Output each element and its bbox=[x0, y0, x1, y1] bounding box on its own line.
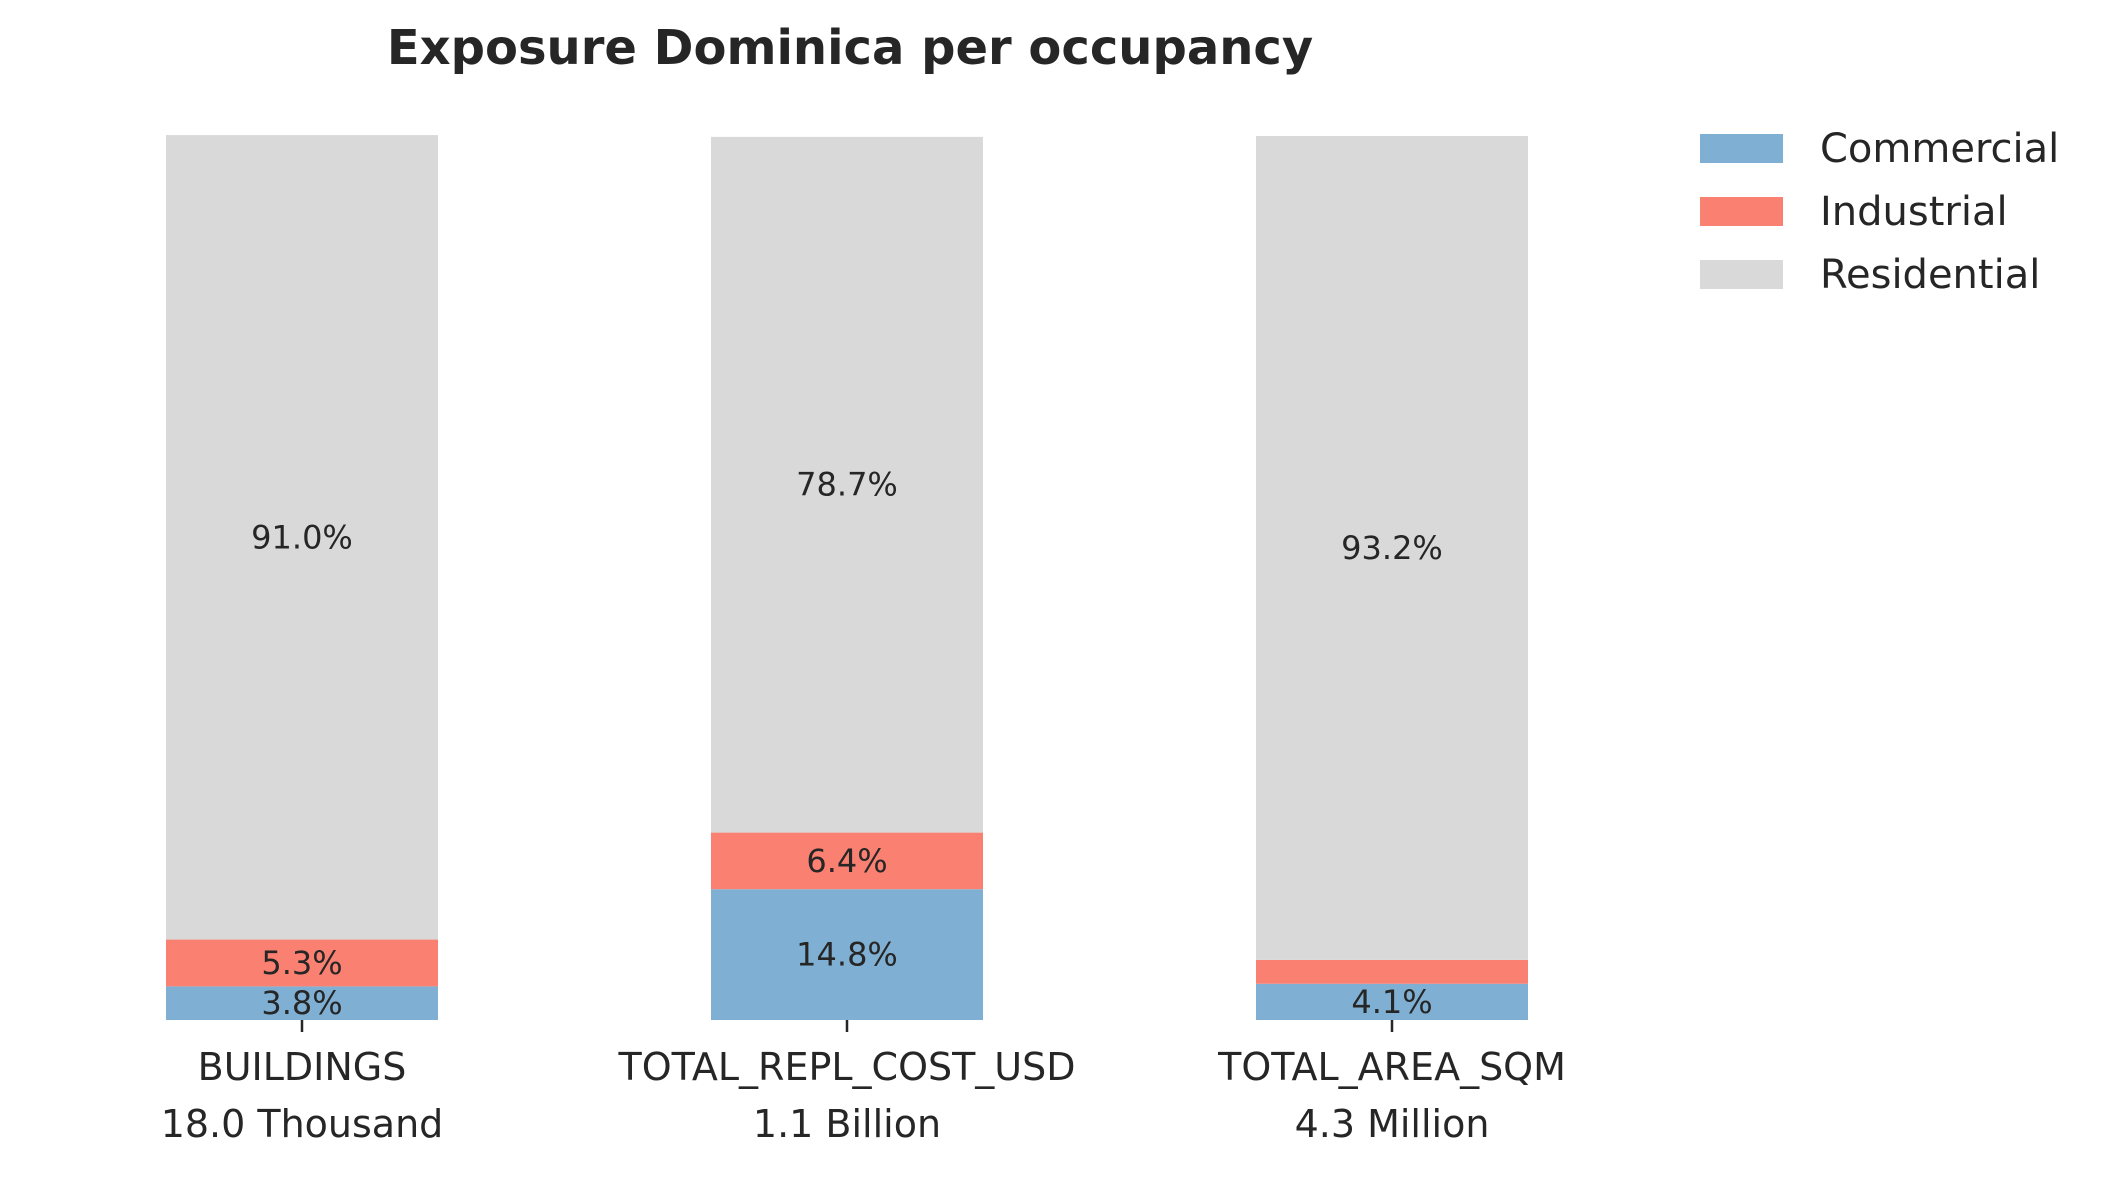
bars-layer bbox=[166, 135, 1528, 1020]
legend-label-industrial: Industrial bbox=[1820, 189, 2008, 235]
bar-label-residential-total_area_sqm: 93.2% bbox=[1341, 529, 1443, 567]
legend: Commercial Industrial Residential bbox=[1700, 126, 2059, 298]
bar-labels-layer: 3.8%5.3% 91.0% 14.8% 6.4% 78.7% 4.1% 93.2% bbox=[251, 466, 1443, 1022]
bar-industrial-total_repl_cost_usd bbox=[711, 832, 983, 890]
chart-title: Exposure Dominica per occupancy bbox=[387, 20, 1313, 76]
legend-label-residential: Residential bbox=[1820, 252, 2040, 298]
bar-residential-total_repl_cost_usd bbox=[711, 136, 983, 833]
bar-label-industrial-total_repl_cost_usd: 6.4% bbox=[806, 842, 887, 880]
legend-label-commercial: Commercial bbox=[1820, 126, 2059, 172]
bar-industrial-buildings bbox=[166, 939, 438, 987]
legend-swatch-industrial bbox=[1700, 197, 1783, 226]
bar-label-industrial-buildings: 5.3% bbox=[261, 944, 342, 982]
bar-residential-total_area_sqm bbox=[1256, 136, 1528, 960]
x-tick-total-total_repl_cost_usd: 1.1 Billion bbox=[753, 1102, 941, 1146]
bar-commercial-total_area_sqm bbox=[1256, 983, 1528, 1020]
bar-industrial-total_area_sqm bbox=[1256, 959, 1528, 984]
x-tick-label-total_repl_cost_usd: TOTAL_REPL_COST_USD bbox=[617, 1045, 1075, 1089]
bar-label-residential-total_repl_cost_usd: 78.7% bbox=[796, 466, 898, 504]
x-tick-label-buildings: BUILDINGS bbox=[198, 1045, 407, 1089]
x-axis: BUILDINGS 18.0 Thousand TOTAL_REPL_COST_US… bbox=[161, 1020, 1566, 1146]
bar-label-commercial-total_repl_cost_usd: 14.8% bbox=[796, 936, 898, 974]
x-tick-total-total_area_sqm: 4.3 Million bbox=[1295, 1102, 1490, 1146]
legend-swatch-residential bbox=[1700, 260, 1783, 289]
x-tick-total-buildings: 18.0 Thousand bbox=[161, 1102, 444, 1146]
bar-label-commercial-total_area_sqm: 4.1% bbox=[1351, 983, 1432, 1021]
bar-label-commercial-buildings: 3.8% bbox=[261, 984, 342, 1022]
bar-commercial-total_repl_cost_usd bbox=[711, 889, 983, 1020]
x-tick-label-total_area_sqm: TOTAL_AREA_SQM bbox=[1217, 1045, 1566, 1089]
legend-swatch-commercial bbox=[1700, 134, 1783, 163]
bar-label-residential-buildings: 91.0% bbox=[251, 518, 353, 556]
bar-commercial-buildings bbox=[166, 986, 438, 1020]
bar-residential-buildings bbox=[166, 135, 438, 940]
